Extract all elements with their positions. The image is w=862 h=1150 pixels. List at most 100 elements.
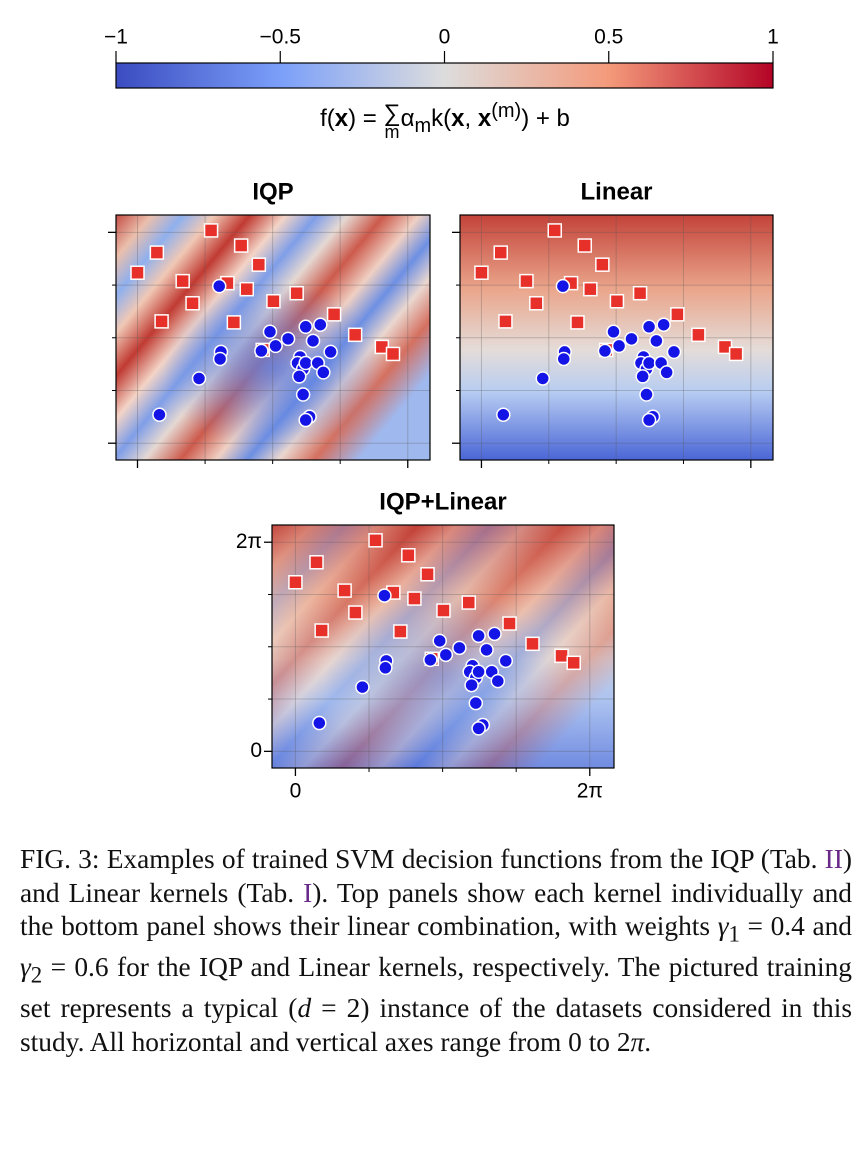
- colorbar-tick-label: 0: [439, 26, 451, 49]
- point: [479, 642, 494, 658]
- point: [262, 324, 278, 340]
- point: [555, 278, 571, 294]
- point: [185, 296, 200, 311]
- panel-frame: [115, 214, 431, 461]
- colorbar: [115, 62, 774, 89]
- label-part: x: [477, 105, 492, 132]
- label-part: ) =: [348, 105, 384, 132]
- point: [401, 548, 416, 563]
- point: [595, 257, 610, 272]
- point: [635, 369, 650, 384]
- label-part: α: [400, 105, 415, 132]
- label-part: x: [334, 105, 349, 132]
- math: γ: [717, 911, 729, 942]
- math: 2: [30, 962, 43, 988]
- point: [347, 327, 363, 343]
- panel-frame: [459, 214, 774, 461]
- table-ref[interactable]: II: [824, 844, 843, 874]
- colorbar-tick-label: 1: [767, 26, 779, 49]
- point: [288, 575, 303, 590]
- point: [212, 351, 228, 367]
- point: [632, 285, 648, 301]
- caption-text: FIG. 3: Examples of trained SVM decision…: [20, 844, 825, 874]
- label-part: k(: [431, 105, 452, 132]
- point: [547, 223, 563, 238]
- point: [289, 285, 304, 301]
- point: [471, 628, 486, 644]
- point: [641, 319, 657, 335]
- label-part: x: [451, 105, 465, 132]
- point: [298, 355, 313, 371]
- point: [728, 346, 744, 362]
- point: [149, 245, 165, 260]
- caption-text: = 2) instance of the datasets considered…: [20, 993, 852, 1057]
- point: [670, 307, 685, 322]
- point: [407, 591, 422, 606]
- point: [385, 346, 401, 362]
- point: [203, 223, 219, 238]
- point: [211, 278, 227, 294]
- math: π: [630, 1026, 645, 1057]
- point: [487, 626, 502, 642]
- math: γ: [20, 952, 31, 983]
- point: [556, 351, 572, 367]
- point: [266, 294, 281, 309]
- label-part: ) + b: [521, 105, 570, 132]
- point: [432, 633, 447, 649]
- math: = 0.4 and: [739, 911, 852, 942]
- point: [130, 265, 145, 280]
- caption: FIG. 3: Examples of trained SVM decision…: [20, 843, 852, 1060]
- point: [606, 324, 621, 340]
- point: [314, 623, 329, 638]
- point: [226, 315, 242, 330]
- figure: −1 −0.5 0 0.5 1 IQP Linear IQP+Linear 0 2π 0 2π: [104, 26, 779, 803]
- label-part: m: [384, 122, 400, 142]
- point: [471, 721, 486, 736]
- point: [691, 327, 706, 343]
- point: [154, 314, 169, 329]
- point: [377, 588, 392, 603]
- point: [639, 387, 654, 402]
- point: [597, 343, 613, 359]
- point: [323, 344, 338, 360]
- point: [291, 369, 307, 384]
- math: = 0.6: [42, 952, 109, 983]
- point: [519, 273, 534, 289]
- point: [656, 317, 671, 332]
- y-tick-label: 0: [250, 739, 262, 762]
- point: [298, 412, 313, 428]
- point: [535, 371, 551, 386]
- point: [295, 387, 311, 402]
- point: [641, 412, 657, 428]
- label-part: f(: [320, 105, 335, 132]
- point: [570, 315, 585, 330]
- caption-text: ). Top panels show each kernel individua…: [20, 877, 852, 942]
- point: [239, 281, 255, 297]
- point: [577, 238, 593, 253]
- caption-text: .: [644, 1026, 652, 1057]
- panel-frame: [271, 524, 615, 769]
- point: [436, 603, 451, 618]
- point: [152, 407, 167, 422]
- point: [191, 371, 207, 386]
- point: [666, 344, 682, 360]
- point: [355, 679, 370, 695]
- point: [583, 281, 598, 297]
- panel-title: IQP: [252, 178, 293, 205]
- point: [659, 365, 674, 380]
- point: [378, 660, 393, 676]
- point: [368, 533, 383, 548]
- point: [464, 677, 479, 693]
- x-tick-label: 2π: [577, 780, 603, 803]
- label-part: m: [414, 114, 432, 137]
- point: [280, 331, 296, 347]
- x-tick-label: 0: [290, 780, 302, 803]
- point: [493, 245, 508, 260]
- caption-text: ) and Linear kernels (Tab.: [20, 844, 852, 908]
- table-ref[interactable]: I: [303, 877, 313, 908]
- point: [529, 296, 544, 311]
- point: [348, 605, 363, 620]
- point: [474, 265, 489, 280]
- point: [525, 636, 540, 652]
- point: [566, 655, 581, 671]
